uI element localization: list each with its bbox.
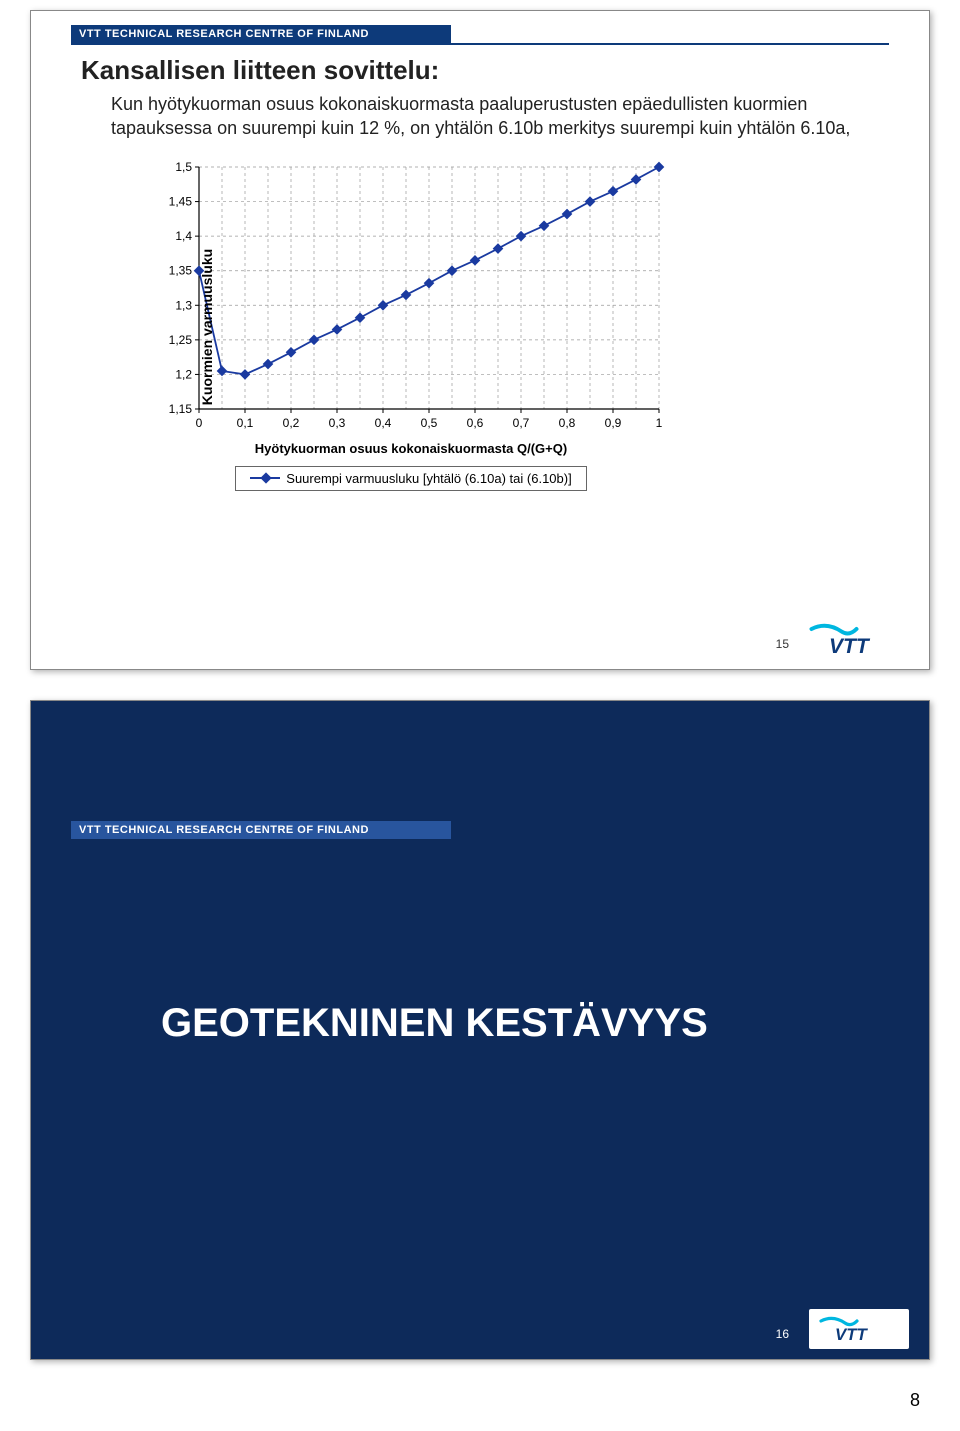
legend-label: Suurempi varmuusluku [yhtälö (6.10a) tai… [286, 471, 571, 486]
svg-text:1,35: 1,35 [169, 263, 193, 277]
svg-text:1,5: 1,5 [175, 160, 192, 174]
svg-text:1,3: 1,3 [175, 298, 192, 312]
chart-legend: Suurempi varmuusluku [yhtälö (6.10a) tai… [235, 466, 586, 491]
slide1-body: Kun hyötykuorman osuus kokonaiskuormasta… [111, 92, 869, 141]
header-bar: VTT TECHNICAL RESEARCH CENTRE OF FINLAND [71, 25, 451, 43]
chart-x-label: Hyötykuorman osuus kokonaiskuormasta Q/(… [151, 441, 671, 456]
svg-text:0,9: 0,9 [605, 416, 622, 430]
slide1-number: 15 [776, 637, 789, 651]
slide2-title: GEOTEKNINEN KESTÄVYYS [161, 1001, 708, 1046]
vtt-logo: VTT [809, 619, 909, 659]
svg-text:VTT: VTT [835, 1325, 868, 1344]
svg-text:0,2: 0,2 [283, 416, 300, 430]
chart-y-label: Kuormien varmuusluku [199, 248, 215, 404]
header-divider [71, 43, 889, 45]
svg-text:0,1: 0,1 [237, 416, 254, 430]
svg-text:1,45: 1,45 [169, 194, 193, 208]
legend-marker-icon [250, 473, 280, 483]
page: VTT TECHNICAL RESEARCH CENTRE OF FINLAND… [0, 10, 960, 1411]
svg-text:0,7: 0,7 [513, 416, 530, 430]
svg-text:0,3: 0,3 [329, 416, 346, 430]
line-chart: 1,15 1,2 1,25 1,3 1,35 1,4 1,45 1,5 0 0,1 0,2 0,3 0,… [151, 157, 671, 437]
slide1-title: Kansallisen liitteen sovittelu: [81, 55, 889, 86]
svg-text:1,25: 1,25 [169, 332, 193, 346]
header-bar-2: VTT TECHNICAL RESEARCH CENTRE OF FINLAND [71, 821, 451, 839]
chart-container: Kuormien varmuusluku 1,151,21,251,31,351… [151, 157, 671, 497]
svg-text:1: 1 [656, 416, 663, 430]
svg-text:1,4: 1,4 [175, 229, 192, 243]
svg-text:0,6: 0,6 [467, 416, 484, 430]
svg-text:0,8: 0,8 [559, 416, 576, 430]
slide-2: VTT TECHNICAL RESEARCH CENTRE OF FINLAND… [30, 700, 930, 1360]
svg-text:1,2: 1,2 [175, 367, 192, 381]
vtt-logo: VTT [809, 1309, 909, 1349]
svg-text:0,5: 0,5 [421, 416, 438, 430]
svg-text:VTT: VTT [829, 635, 871, 658]
svg-text:1,15: 1,15 [169, 402, 193, 416]
page-number: 8 [0, 1390, 920, 1411]
slide-1: VTT TECHNICAL RESEARCH CENTRE OF FINLAND… [30, 10, 930, 670]
svg-text:0,4: 0,4 [375, 416, 392, 430]
slide2-number: 16 [776, 1327, 789, 1341]
svg-text:0: 0 [196, 416, 203, 430]
